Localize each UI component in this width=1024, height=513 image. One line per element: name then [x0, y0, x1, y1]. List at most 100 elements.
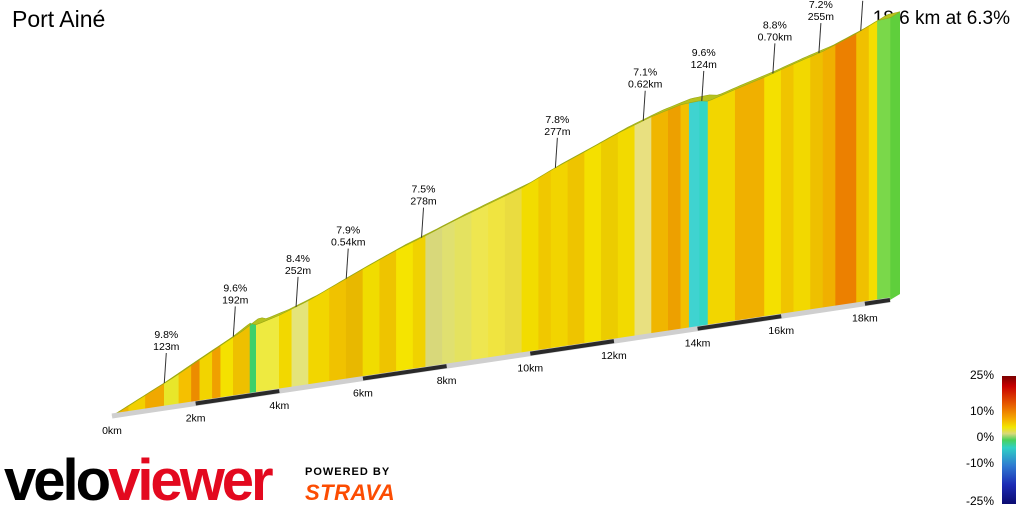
gradient-segment	[688, 100, 700, 331]
km-tick-label: 8km	[437, 375, 457, 387]
gradient-segment	[191, 358, 201, 405]
gradient-segment	[699, 100, 709, 329]
gradient-segment	[471, 203, 489, 363]
gradient-color-scale	[1002, 376, 1016, 504]
km-tick-label: 10km	[517, 363, 543, 375]
km-band	[864, 298, 891, 306]
gradient-segment	[651, 109, 669, 336]
km-tick-label: 12km	[601, 350, 627, 362]
annotation-length: 123m	[153, 341, 180, 353]
annotation-length: 278m	[410, 196, 437, 208]
km-tick-label: 2km	[186, 413, 206, 425]
gradient-segment	[764, 69, 782, 320]
km-band	[195, 389, 280, 406]
gradient-segment	[220, 335, 234, 401]
annotation-leader	[772, 43, 776, 74]
gradient-segment	[567, 151, 585, 349]
gradient-segment	[362, 259, 380, 379]
annotation-gradient: 7.1%	[633, 67, 657, 79]
gradient-segment	[345, 268, 364, 382]
annotation-leader	[295, 276, 299, 307]
km-tick-label: 4km	[269, 400, 289, 412]
gradient-segment	[550, 160, 569, 351]
profile-top-ridge	[111, 11, 901, 417]
annotation-leader	[554, 137, 558, 168]
gradient-legend: 25% 10% 0% -10% -25%	[960, 368, 1024, 512]
logo-viewer: viewer	[108, 448, 274, 513]
km-band	[529, 339, 615, 356]
logo-velo: velo	[4, 448, 111, 513]
annotation-length: 277m	[544, 126, 571, 138]
annotation-leader	[345, 248, 349, 279]
gradient-segment	[412, 235, 427, 372]
gradient-segment	[279, 308, 293, 392]
profile-baseline	[111, 297, 891, 419]
climb-summary: 18.6 km at 6.3%	[872, 8, 1010, 29]
km-tick-label: 14km	[685, 338, 711, 350]
annotation-gradient: 9.8%	[154, 329, 178, 341]
legend-label-0: 0%	[976, 430, 994, 444]
gradient-segment	[810, 50, 824, 313]
km-tick-label: 0km	[102, 425, 122, 437]
gradient-segment	[680, 102, 690, 332]
gradient-segment	[584, 141, 602, 346]
annotation-gradient: 8.8%	[763, 19, 787, 31]
annotation-leader	[860, 0, 864, 31]
gradient-segment	[425, 226, 443, 370]
annotation-leader	[818, 23, 822, 54]
annotation-length: 0.54km	[331, 237, 366, 249]
annotation-leader	[642, 90, 646, 121]
annotation-gradient: 7.8%	[545, 114, 569, 126]
gradient-segment	[822, 44, 836, 311]
gradient-segment	[634, 116, 652, 339]
gradient-segment	[856, 25, 870, 306]
annotation-length: 255m	[808, 11, 835, 23]
gradient-segment	[291, 300, 309, 390]
legend-label-25: 25%	[969, 368, 994, 382]
legend-label-neg25: -25%	[965, 494, 994, 508]
gradient-segment	[308, 287, 330, 388]
annotation-gradient: 9.6%	[692, 47, 716, 59]
gradient-segment	[668, 104, 682, 334]
km-tick-label: 16km	[768, 325, 794, 337]
gradient-segment	[256, 314, 280, 395]
profile-end-face	[890, 11, 900, 301]
gradient-segment	[396, 241, 414, 374]
gradient-segment	[178, 363, 192, 407]
strava-logo: STRAVA	[305, 480, 396, 505]
gradient-segment	[329, 278, 347, 384]
profile-right-face	[890, 11, 900, 301]
km-band	[697, 314, 782, 331]
annotation-gradient: 9.6%	[223, 282, 247, 294]
km-band	[362, 364, 447, 381]
gradient-segment	[707, 88, 736, 328]
gradient-segment	[601, 132, 619, 344]
annotation-gradient: 8.4%	[286, 253, 310, 265]
annotation-length: 334m	[850, 0, 877, 1]
legend-label-10: 10%	[969, 404, 994, 418]
gradient-segment	[488, 195, 506, 361]
km-tick-label: 18km	[852, 313, 878, 325]
annotation-gradient: 7.2%	[809, 0, 833, 11]
page-title: Port Ainé	[12, 6, 106, 32]
gradient-segment	[868, 20, 878, 304]
profile-top-surface	[111, 11, 901, 417]
annotation-length: 124m	[691, 59, 718, 71]
gradient-segment	[835, 32, 857, 309]
annotation-gradient: 7.9%	[336, 225, 360, 237]
gradient-segment	[442, 219, 456, 368]
gradient-segment	[538, 169, 552, 353]
annotation-leader	[163, 352, 167, 384]
profile-segments	[111, 17, 891, 417]
gradient-segment	[734, 76, 765, 324]
powered-by-strava[interactable]: POWERED BY STRAVA	[305, 466, 395, 506]
gradient-segment	[521, 177, 539, 356]
veloviewer-logo[interactable]: veloviewer	[4, 452, 274, 510]
gradient-segment	[793, 56, 811, 315]
legend-label-neg10: -10%	[965, 456, 994, 470]
gradient-segment	[212, 344, 222, 402]
annotation-leader	[701, 70, 705, 101]
gradient-segment	[780, 63, 795, 317]
gradient-segment	[504, 187, 523, 358]
